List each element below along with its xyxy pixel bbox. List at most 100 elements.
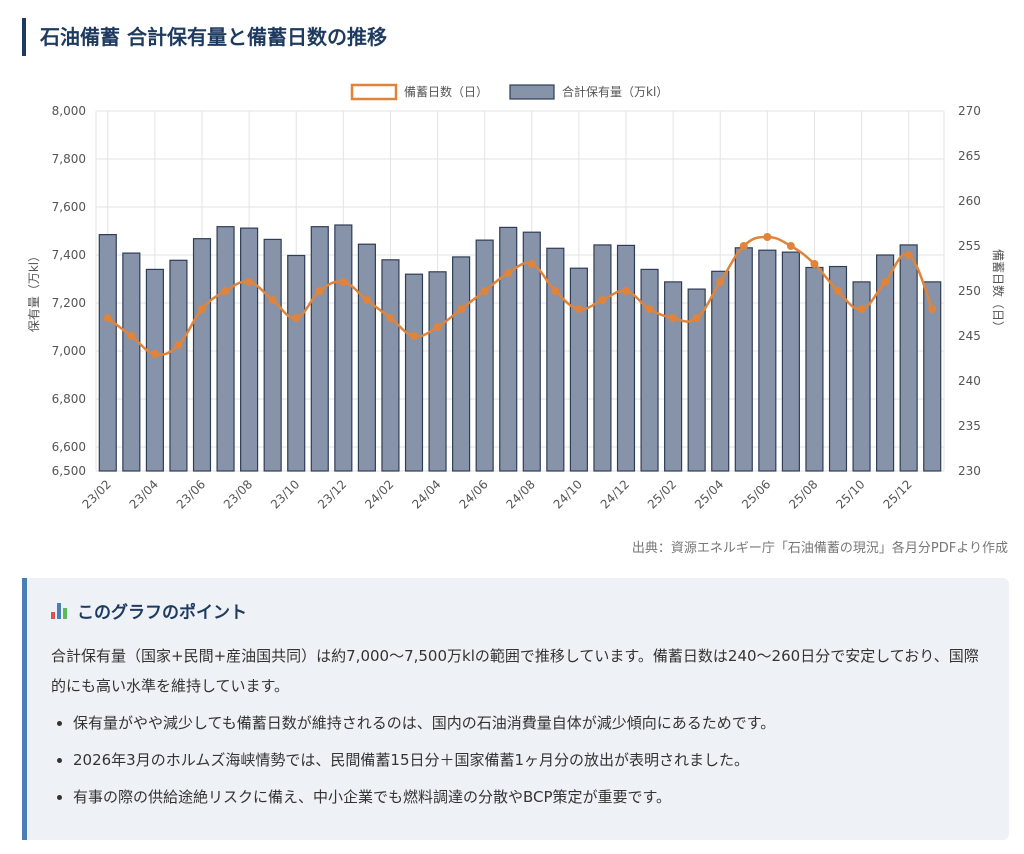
- x-tick-label: 23/06: [174, 477, 208, 511]
- y-right-axis-title: 備蓄日数（日）: [991, 249, 1006, 333]
- x-tick-label: 23/08: [221, 477, 255, 511]
- bar: [828, 265, 848, 472]
- line-point: [127, 332, 136, 340]
- y-left-tick-label: 8,000: [52, 104, 86, 118]
- line-point: [386, 314, 395, 322]
- line-point: [221, 287, 230, 295]
- line-point: [763, 233, 772, 241]
- line-point: [245, 278, 254, 286]
- x-tick-label: 23/04: [127, 477, 161, 511]
- y-right-tick-label: 235: [958, 419, 981, 433]
- bar: [192, 238, 212, 472]
- y-right-tick-label: 230: [958, 464, 981, 478]
- legend-swatch-bar: [509, 84, 555, 100]
- line-point: [857, 305, 866, 313]
- list-item: 保有量がやや減少しても備蓄日数が維持されるのは、国内の石油消費量自体が減少傾向に…: [73, 713, 985, 733]
- line-point: [527, 260, 536, 268]
- y-left-tick-label: 7,000: [52, 344, 86, 358]
- bar: [923, 281, 942, 472]
- x-tick-label: 25/12: [880, 477, 914, 511]
- line-point: [480, 287, 489, 295]
- line-point: [504, 269, 513, 277]
- line-point: [622, 287, 630, 295]
- line-point: [292, 314, 301, 322]
- line-series: [103, 233, 937, 358]
- point-body: 合計保有量（国家+民間+産油国共同）は約7,000〜7,500万klの範囲で推移…: [51, 647, 979, 695]
- bar: [475, 239, 494, 472]
- point-heading-text: このグラフのポイント: [77, 603, 247, 623]
- bar: [381, 259, 400, 472]
- bar: [169, 259, 188, 472]
- y-right-tick-label: 270: [958, 104, 981, 118]
- y-left-tick-label: 7,600: [52, 200, 86, 214]
- bar: [452, 256, 471, 472]
- line-point: [268, 296, 277, 304]
- bar: [852, 281, 871, 472]
- bar: [546, 247, 565, 472]
- x-tick-label: 24/12: [598, 477, 632, 511]
- y-left-tick-label: 7,200: [52, 296, 86, 310]
- y-right-tick-label: 250: [958, 284, 981, 298]
- line-point: [928, 305, 937, 313]
- bar: [240, 227, 259, 472]
- bar: [522, 231, 541, 472]
- bar: [216, 226, 235, 472]
- line-point: [598, 296, 607, 304]
- bar: [499, 226, 518, 472]
- line-point: [692, 314, 701, 322]
- bar: [711, 270, 730, 472]
- point-box: このグラフのポイント 合計保有量（国家+民間+産油国共同）は約7,000〜7,5…: [22, 578, 1009, 840]
- y-left-tick-label: 6,500: [52, 464, 86, 478]
- y-right-tick-label: 240: [958, 374, 981, 388]
- line-point: [174, 341, 183, 349]
- bar: [640, 268, 659, 472]
- x-tick-label: 25/02: [645, 477, 679, 511]
- source-note: 出典：資源エネルギー庁「石油備蓄の現況」各月分PDFより作成: [631, 541, 1008, 556]
- bar: [145, 268, 164, 472]
- bar: [805, 266, 824, 472]
- bar: [122, 252, 141, 472]
- bar: [263, 238, 282, 472]
- line-point: [669, 314, 678, 322]
- bar: [734, 247, 753, 472]
- y-left-tick-label: 7,800: [52, 152, 86, 166]
- bar: [781, 251, 800, 472]
- bar: [876, 254, 895, 472]
- legend: 備蓄日数（日） 合計保有量（万kl）: [350, 83, 668, 101]
- bar: [334, 224, 353, 472]
- y-left-tick-label: 6,600: [52, 440, 86, 454]
- x-tick-label: 25/10: [833, 477, 867, 511]
- y-right-tick-label: 265: [958, 149, 981, 163]
- x-tick-label: 23/12: [315, 477, 349, 511]
- x-tick-label: 23/02: [80, 477, 114, 511]
- line-point: [551, 287, 560, 295]
- list-item: 有事の際の供給途絶リスクに備え、中小企業でも燃料調達の分散やBCP策定が重要です…: [73, 787, 985, 807]
- bar: [758, 249, 777, 472]
- page-title: 石油備蓄 合計保有量と備蓄日数の推移: [22, 18, 387, 56]
- line-point: [716, 278, 725, 286]
- x-tick-label: 25/08: [786, 477, 820, 511]
- bar: [569, 267, 588, 472]
- bar: [664, 281, 683, 472]
- line-point: [198, 305, 206, 313]
- legend-swatch-line: [350, 83, 398, 101]
- x-tick-label: 24/06: [456, 477, 490, 511]
- bar: [899, 244, 918, 472]
- bar: [310, 226, 329, 472]
- line-point: [103, 314, 112, 322]
- x-tick-label: 25/04: [692, 477, 726, 511]
- bar: [98, 234, 117, 472]
- legend-label-days: 備蓄日数（日）: [404, 84, 488, 99]
- dual-axis-chart: 6,500 6,600 6,800 7,000 7,200 7,400 7,600 7,800…: [27, 83, 1006, 512]
- y-left-tick-label: 7,400: [52, 248, 86, 262]
- y-left-tick-label: 6,800: [52, 392, 86, 406]
- x-tick-label: 24/02: [362, 477, 396, 511]
- line-point: [904, 251, 913, 259]
- line-point: [362, 296, 371, 304]
- line-point: [410, 332, 418, 340]
- legend-label-volume: 合計保有量（万kl）: [562, 84, 668, 99]
- y-right-tick-label: 255: [958, 239, 981, 253]
- x-tick-label: 24/08: [504, 477, 538, 511]
- y-right-tick-label: 245: [958, 329, 981, 343]
- line-point: [810, 260, 819, 268]
